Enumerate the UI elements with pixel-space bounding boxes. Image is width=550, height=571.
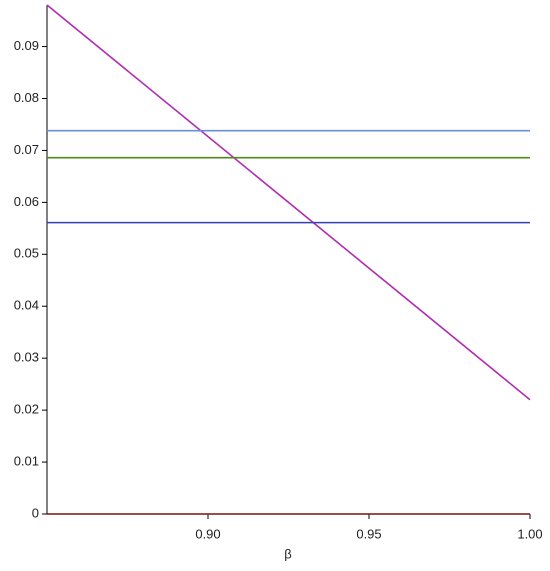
y-tick-label: 0.04: [14, 298, 39, 313]
y-tick-label: 0.05: [14, 246, 39, 261]
x-tick-label: 0.95: [356, 526, 381, 541]
y-tick-label: 0.03: [14, 350, 39, 365]
x-axis-label: β: [284, 546, 291, 561]
line-series: [46, 4, 531, 401]
y-tick-label: 0.09: [14, 38, 39, 53]
x-tick-label: 1.00: [517, 526, 542, 541]
y-tick-label: 0.07: [14, 142, 39, 157]
x-tick-label: 0.90: [195, 526, 220, 541]
y-tick-label: 0.08: [14, 90, 39, 105]
y-tick-label: 0.01: [14, 453, 39, 468]
y-tick-label: 0.06: [14, 194, 39, 209]
y-tick-label: 0: [32, 505, 39, 520]
y-tick-label: 0.02: [14, 402, 39, 417]
